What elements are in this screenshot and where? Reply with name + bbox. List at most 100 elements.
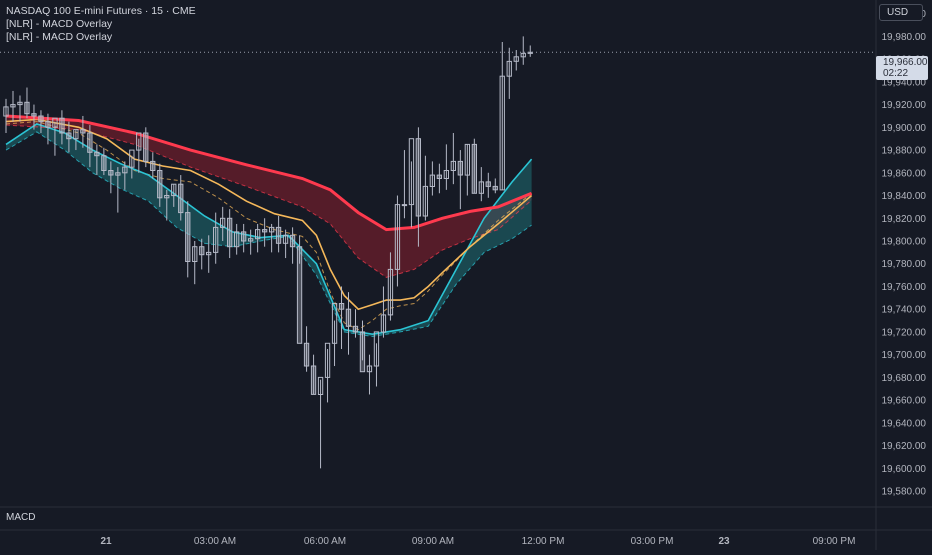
symbol-title[interactable]: NASDAQ 100 E-mini Futures · 15 · CME <box>6 5 196 17</box>
price-tick-label: 19,600.00 <box>882 464 927 475</box>
candle-body <box>499 75 505 191</box>
candle-body <box>464 143 471 176</box>
candle <box>17 95 23 122</box>
candle-body <box>59 117 65 134</box>
time-tick-label: 12:00 PM <box>522 536 565 547</box>
candle-body <box>101 155 107 171</box>
candle-body <box>52 117 58 128</box>
candle-body <box>38 115 44 123</box>
candle-body <box>129 149 135 168</box>
candle-body <box>269 226 275 233</box>
candle-body <box>220 217 226 228</box>
candle <box>164 189 170 221</box>
candle <box>87 125 93 168</box>
price-tick-label: 19,860.00 <box>882 168 927 179</box>
candle <box>213 212 219 264</box>
time-tick-label: 03:00 AM <box>194 536 236 547</box>
candle <box>408 138 415 228</box>
candle-body <box>352 325 359 333</box>
candle <box>296 235 303 344</box>
macd-pane-label[interactable]: MACD <box>6 512 36 523</box>
macd-overlay-layer <box>5 114 533 338</box>
candle <box>352 309 359 338</box>
fast-band <box>6 123 532 337</box>
time-tick-label: 23 <box>718 536 730 547</box>
candle <box>506 47 512 99</box>
candle-body <box>443 170 450 179</box>
candle-body <box>248 238 254 242</box>
candle <box>387 252 394 321</box>
candle-body <box>115 172 121 176</box>
candle-body <box>150 160 156 171</box>
candle <box>234 223 240 255</box>
time-tick-label: 09:00 PM <box>813 536 856 547</box>
time-axis[interactable]: 21 03:00 AM 06:00 AM 09:00 AM 12:00 PM 03:00 … <box>100 536 855 547</box>
price-tick-label: 19,680.00 <box>882 373 927 384</box>
candle <box>415 127 422 247</box>
candle-body <box>373 331 380 367</box>
price-tick-label: 19,660.00 <box>882 396 927 407</box>
candle-body <box>80 129 86 134</box>
candle-body <box>3 106 9 117</box>
candle-body <box>10 104 16 108</box>
candle-body <box>513 56 519 62</box>
candle-body <box>310 365 317 395</box>
candle <box>143 127 149 168</box>
candle-body <box>527 51 533 54</box>
candle-body <box>289 234 296 248</box>
candle-body <box>520 52 526 58</box>
candle <box>192 240 198 285</box>
candle <box>450 133 457 185</box>
candle-body <box>192 246 198 262</box>
candle <box>31 104 37 130</box>
candle <box>45 113 51 145</box>
candle-body <box>478 181 485 194</box>
candle <box>513 50 519 71</box>
candle <box>520 36 526 65</box>
candles-layer <box>3 36 533 469</box>
candle <box>429 161 436 196</box>
candle <box>485 172 491 198</box>
candle-body <box>401 204 408 207</box>
candle-body <box>87 132 93 153</box>
candle <box>492 178 498 194</box>
price-tick-label: 19,900.00 <box>882 123 927 134</box>
candle <box>199 238 205 270</box>
candle-body <box>303 342 310 367</box>
candle-body <box>387 268 394 316</box>
time-tick-label: 09:00 AM <box>412 536 454 547</box>
indicator-label[interactable]: [NLR] - MACD Overlay <box>6 18 113 30</box>
candle <box>345 292 352 355</box>
candle <box>80 115 86 148</box>
candle-body <box>143 132 149 162</box>
candle-body <box>394 204 401 270</box>
candle <box>66 121 72 153</box>
candle-body <box>366 365 373 373</box>
candle <box>262 218 268 247</box>
indicator-label[interactable]: [NLR] - MACD Overlay <box>6 31 113 43</box>
candle <box>150 152 156 179</box>
candle-body <box>122 166 128 174</box>
candle <box>171 183 177 207</box>
price-tick-label: 19,800.00 <box>882 237 927 248</box>
candle-body <box>171 183 177 197</box>
candle-body <box>227 217 233 248</box>
candle-body <box>241 231 247 242</box>
candle <box>443 144 450 190</box>
candle-body <box>94 151 100 157</box>
currency-button[interactable]: USD <box>879 4 923 21</box>
chart-legend: NASDAQ 100 E-mini Futures · 15 · CME [NL… <box>6 5 196 44</box>
candle-body <box>450 160 457 171</box>
last-price-value: 19,966.00 <box>883 57 928 68</box>
candle <box>394 195 401 287</box>
candle-body <box>359 331 366 373</box>
candle-body <box>345 308 352 327</box>
price-tick-label: 19,740.00 <box>882 305 927 316</box>
candle-body <box>422 185 429 217</box>
candle <box>324 342 331 403</box>
candle <box>136 132 142 173</box>
price-axis[interactable]: 20,000.0019,980.0019,960.0019,940.0019,9… <box>882 9 927 498</box>
candle <box>310 354 317 395</box>
price-tick-label: 19,640.00 <box>882 418 927 429</box>
